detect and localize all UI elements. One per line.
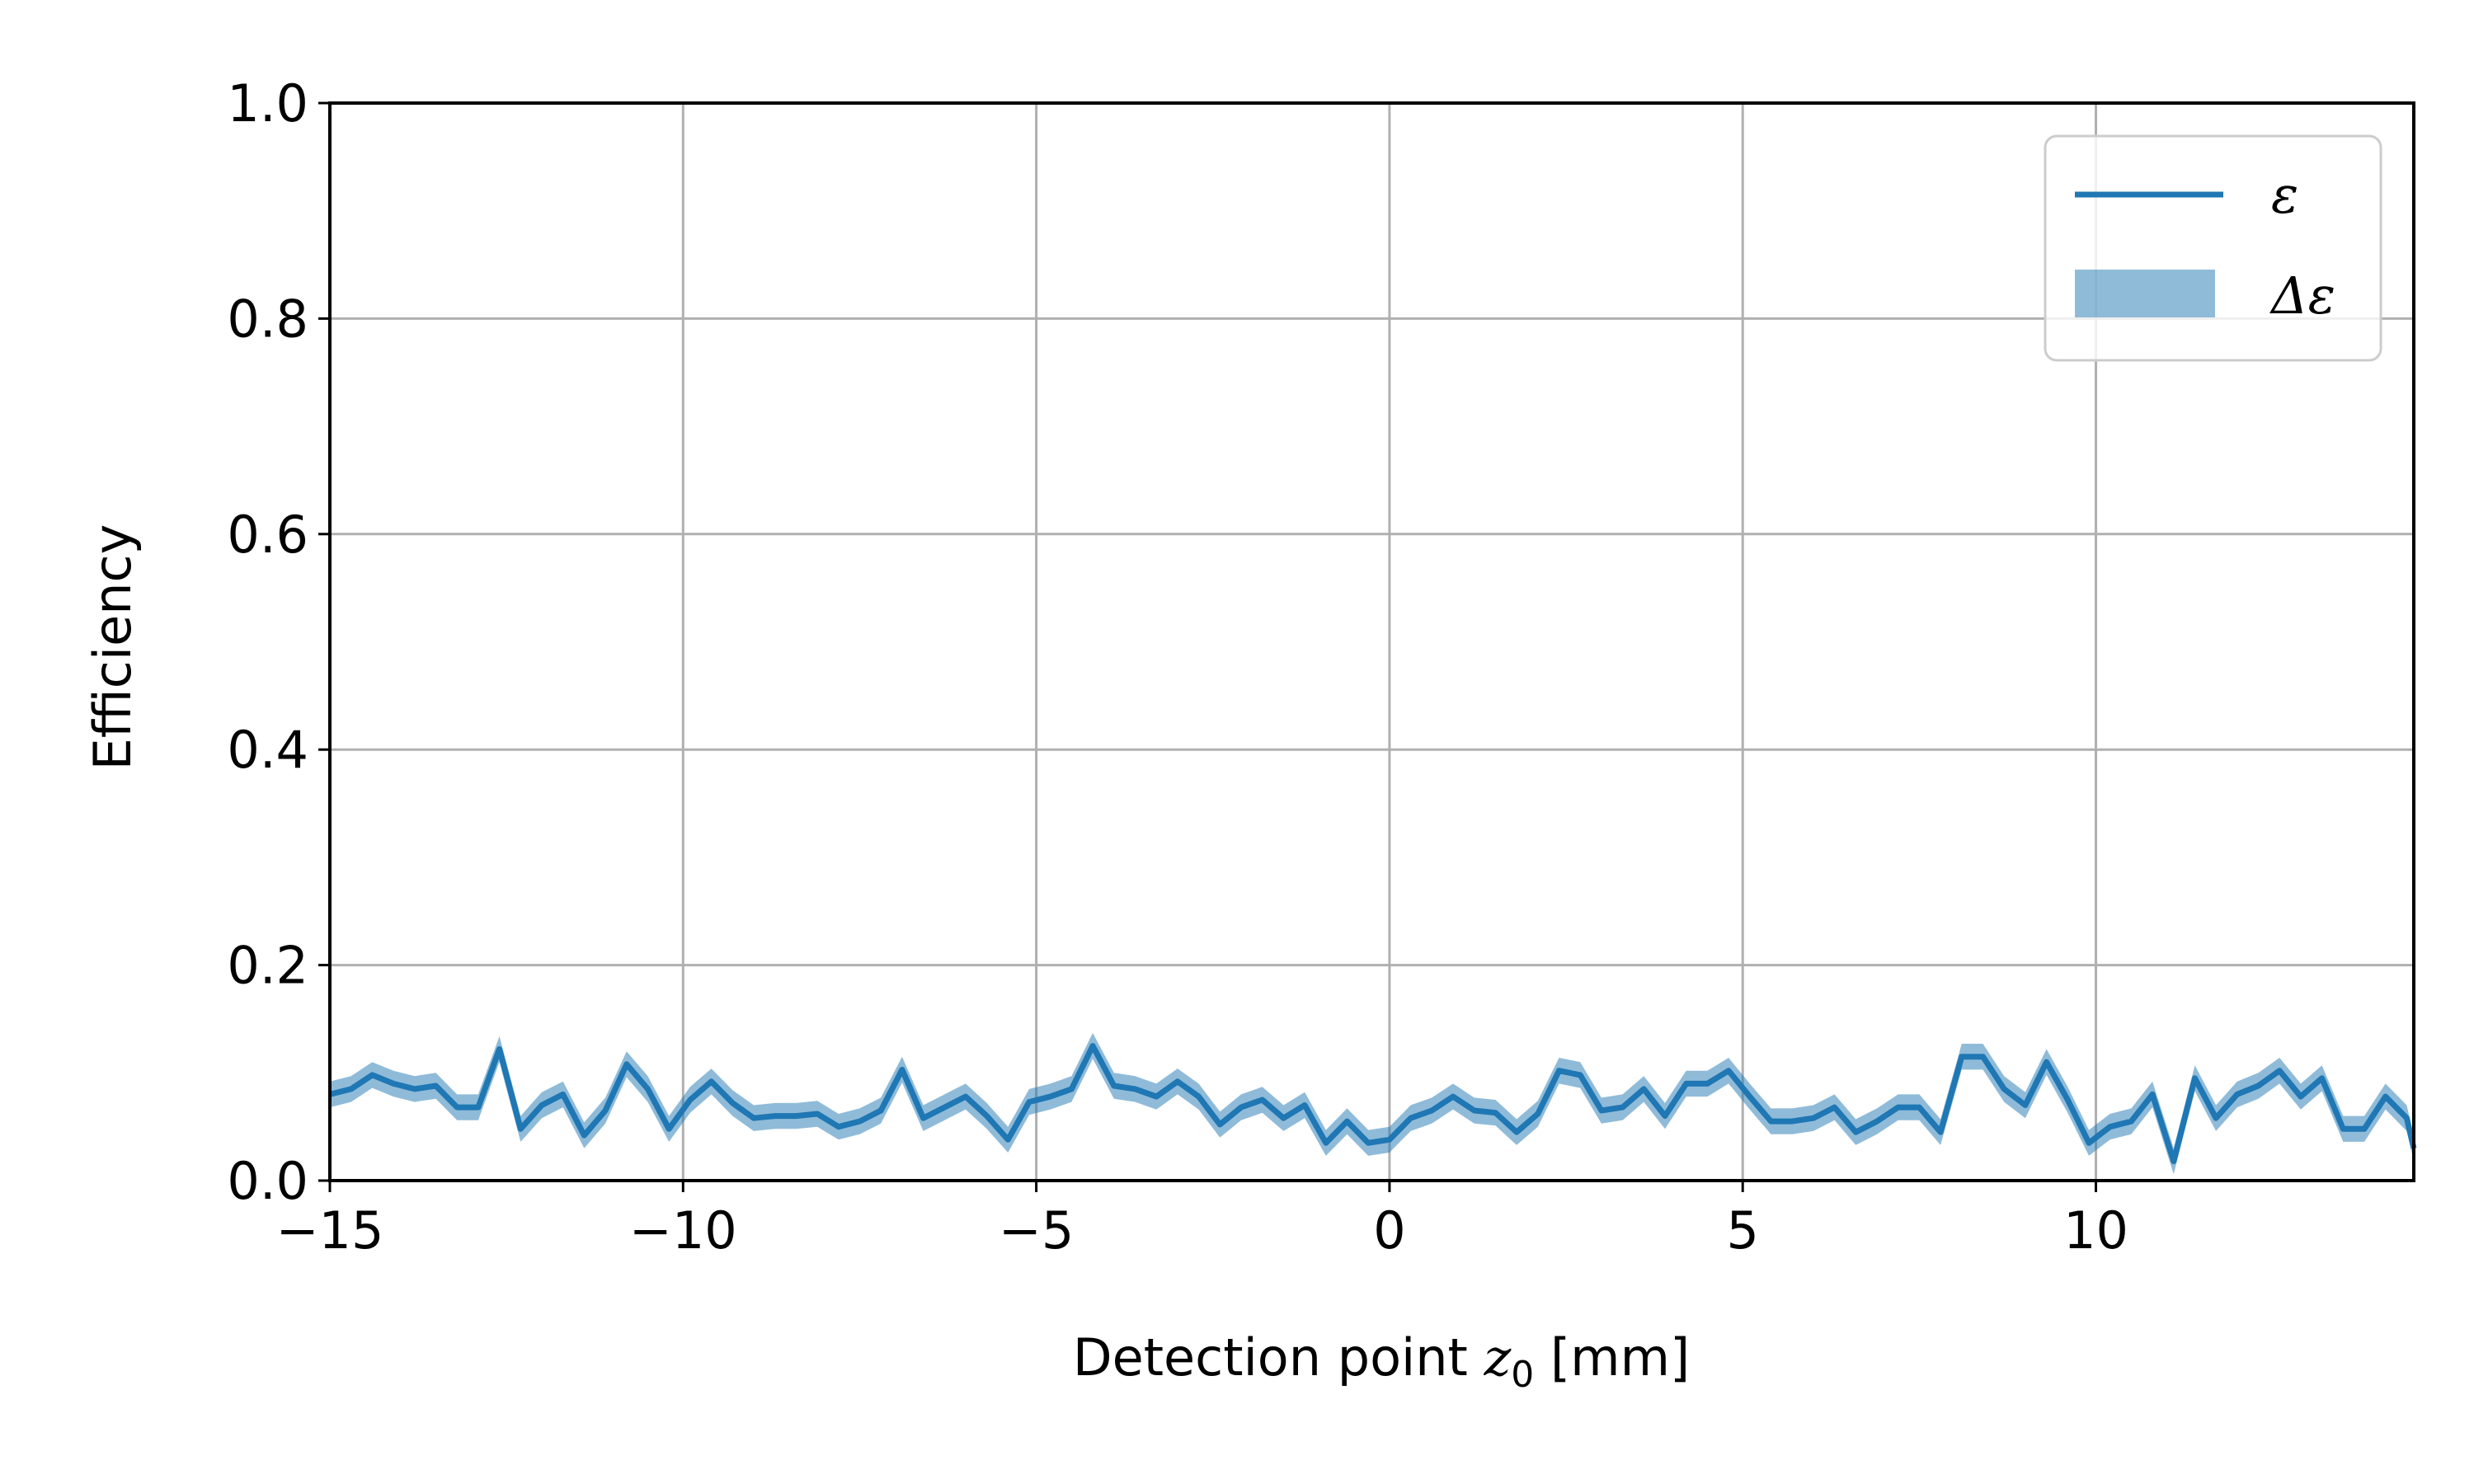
x-tick-label: −10	[629, 1200, 737, 1261]
plot-frame	[328, 101, 2415, 1182]
x-tick-label: −15	[276, 1200, 384, 1261]
x-axis-label: Detection point z0 [mm]	[1073, 1327, 1690, 1396]
efficiency-line	[329, 1043, 2417, 1164]
y-tick-label: 0.4	[227, 720, 308, 780]
uncertainty-band-layer	[330, 1032, 2414, 1175]
x-tick-label: 5	[1726, 1200, 1758, 1261]
x-tick-label: 10	[2063, 1200, 2128, 1261]
legend-label-delta-epsilon: Δε	[2269, 265, 2335, 326]
y-tick-labels: 0.0 0.2 0.4 0.6 0.8 1.0	[227, 73, 308, 1211]
y-tick-label: 0.0	[227, 1151, 308, 1211]
legend-label-epsilon: ε	[2271, 165, 2298, 225]
y-axis-label: Efficiency	[82, 524, 143, 771]
legend-box	[2044, 134, 2382, 362]
axis-ticks	[318, 101, 2098, 1192]
legend-band-swatch	[2075, 270, 2215, 317]
y-tick-label: 0.8	[227, 289, 308, 349]
x-tick-label: 0	[1373, 1200, 1405, 1261]
y-tick-label: 1.0	[227, 73, 308, 134]
y-tick-label: 0.2	[227, 936, 308, 996]
x-tick-label: −5	[999, 1200, 1074, 1261]
x-tick-labels: −15 −10 −5 0 5 10	[276, 1200, 2128, 1261]
y-tick-label: 0.6	[227, 505, 308, 565]
efficiency-line-layer	[329, 1043, 2417, 1164]
legend: ε Δε	[2044, 134, 2382, 362]
uncertainty-band	[330, 1032, 2414, 1175]
